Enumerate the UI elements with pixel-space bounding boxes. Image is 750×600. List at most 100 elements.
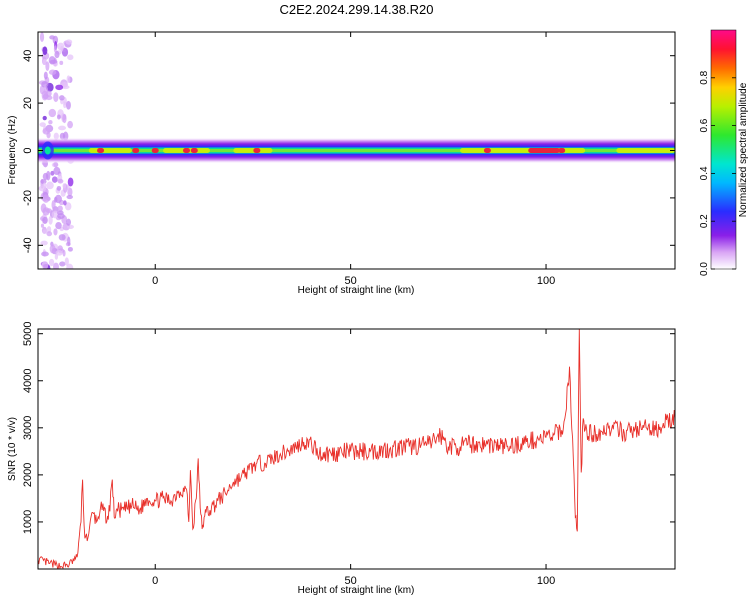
spectrogram-speckle <box>39 122 46 128</box>
spectrogram-xtick-label: 50 <box>345 275 357 287</box>
spectrogram-hot-spot <box>183 148 191 153</box>
spectrogram-speckle <box>42 46 48 56</box>
spectrogram-hot-spot <box>558 148 566 153</box>
spectrogram-speckle <box>43 86 49 96</box>
spectrogram-ytick-label: 0 <box>22 147 34 153</box>
snr-ytick-label: 5000 <box>22 321 34 345</box>
spectrogram-band-center <box>38 148 675 153</box>
spectrogram-speckle <box>48 215 53 225</box>
spectrogram-speckle <box>61 81 69 88</box>
spectrogram-speckle <box>50 170 55 176</box>
snr-panel: 0 50 100 5000 4000 3000 2000 1000 Height of str… <box>7 321 676 596</box>
snr-ytick-label: 3000 <box>22 416 34 440</box>
spectrogram-speckle <box>48 258 55 267</box>
spectrogram-ytick-label: 20 <box>22 97 34 109</box>
spectrogram-speckle <box>66 100 71 110</box>
spectrogram-speckle <box>38 185 47 192</box>
spectrogram-xlabel: Height of straight line (km) <box>298 285 415 296</box>
spectrogram-speckle <box>49 35 55 40</box>
spectrogram-speckle <box>58 125 67 131</box>
spectrogram-speckle <box>41 251 49 257</box>
snr-axes: 0 50 100 5000 4000 3000 2000 1000 <box>22 321 675 587</box>
spectrogram-speckle <box>66 218 72 226</box>
figure-title: C2E2.2024.299.14.38.R20 <box>280 2 434 17</box>
spectrogram-band-segment <box>616 148 675 153</box>
spectrogram-speckle <box>57 213 65 220</box>
spectrogram-speckle <box>39 32 45 42</box>
spectrogram-speckle <box>57 205 63 212</box>
snr-ytick-label: 1000 <box>22 510 34 534</box>
spectrogram-speckle <box>63 101 67 109</box>
spectrogram-speckle <box>67 177 74 187</box>
spectrogram-speckle <box>55 250 63 256</box>
spectrogram-hot-spot <box>483 148 491 153</box>
spectrogram-speckle <box>67 120 73 129</box>
spectrogram-speckle <box>40 240 48 246</box>
spectrogram-speckle <box>55 221 62 230</box>
spectrogram-speckle <box>41 261 49 269</box>
spectrogram-speckle <box>51 199 56 210</box>
spectrogram-xtick-label: 0 <box>152 275 158 287</box>
spectrogram-speckle <box>42 229 48 234</box>
spectrogram-ytick-label: -20 <box>22 190 34 206</box>
colorbar: 0.0 0.2 0.4 0.6 0.8 Normalized spectral ampl… <box>699 29 749 276</box>
spectrogram-speckle <box>53 196 58 203</box>
spectrogram-speckle <box>58 234 66 241</box>
spectrogram-speckle <box>62 249 66 257</box>
spectrogram-speckle <box>53 45 57 53</box>
spectrogram-speckle <box>66 195 73 200</box>
spectrogram-ylabel: Frequency (Hz) <box>7 116 18 185</box>
spectrogram-content <box>38 32 675 269</box>
spectrogram-speckle <box>66 75 71 84</box>
spectrogram-speckle <box>42 115 47 121</box>
spectrogram-speckle <box>42 172 49 181</box>
spectrogram-speckle <box>45 61 50 71</box>
spectrogram-speckle <box>46 181 54 190</box>
spectrogram-speckle <box>64 202 72 211</box>
spectrogram-band-segment <box>233 148 273 153</box>
spectrogram-ytick-label: -40 <box>22 237 34 253</box>
spectrogram-speckle <box>57 178 64 184</box>
spectrogram-speckle <box>64 257 69 266</box>
spectrogram-speckle <box>65 39 73 45</box>
spectrogram-speckle <box>41 81 49 88</box>
spectrogram-speckle <box>56 114 61 120</box>
spectrogram-speckle <box>48 108 57 118</box>
spectrogram-speckle <box>53 228 58 236</box>
spectrogram-speckle <box>59 95 65 101</box>
spectrogram-speckle <box>57 42 65 51</box>
colorbar-label: Normalized spectral amplitude <box>738 82 749 217</box>
spectrogram-left-blob-core <box>44 146 51 155</box>
colorbar-ticks: 0.0 0.2 0.4 0.6 0.8 <box>699 70 736 276</box>
spectrogram-speckle <box>42 194 50 203</box>
snr-ytick-label: 2000 <box>22 463 34 487</box>
spectrogram-speckle <box>54 50 60 59</box>
spectrogram-speckle <box>48 56 56 65</box>
spectrogram-speckle <box>67 236 71 246</box>
spectrogram-speckle <box>42 127 50 135</box>
colorbar-tick-label: 0.0 <box>699 262 710 276</box>
spectrogram-band-segment <box>88 148 132 153</box>
spectrogram-speckle <box>56 185 62 191</box>
spectrogram-hot-spot <box>97 148 105 153</box>
spectrogram-speckle <box>42 216 48 224</box>
colorbar-tick-label: 0.2 <box>699 214 710 228</box>
spectrogram-speckle <box>48 69 57 75</box>
spectrogram-speckle <box>53 92 59 103</box>
spectrogram-speckle <box>59 261 66 267</box>
spectrogram-speckle <box>49 244 56 254</box>
spectrogram-speckle <box>53 166 61 176</box>
spectrogram-hot-spot <box>151 148 159 153</box>
spectrogram-band-segment <box>460 148 586 153</box>
colorbar-tick-label: 0.6 <box>699 118 710 132</box>
snr-xtick-label: 100 <box>537 575 555 587</box>
spectrogram-speckle <box>59 60 64 66</box>
colorbar-gradient <box>710 29 737 270</box>
snr-ytick-label: 4000 <box>22 369 34 393</box>
spectrogram-axes: 0 50 100 40 20 0 -20 -40 <box>22 32 675 287</box>
spectrogram-speckle <box>43 71 48 80</box>
colorbar-tick-label: 0.8 <box>699 70 710 84</box>
spectrogram-xtick-label: 100 <box>537 275 555 287</box>
snr-xlabel: Height of straight line (km) <box>298 585 415 596</box>
spectrogram-hot-spot <box>253 148 261 153</box>
